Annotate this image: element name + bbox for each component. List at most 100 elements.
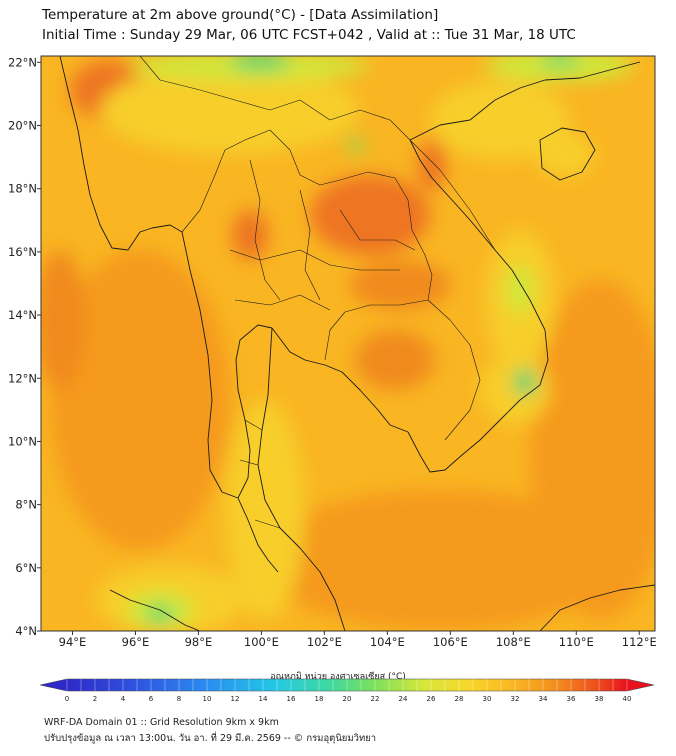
mild-zone-vietnam-north bbox=[430, 80, 570, 160]
lon-label: 106°E bbox=[433, 635, 468, 649]
colorbar-tick-label: 36 bbox=[567, 695, 576, 703]
lon-label: 102°E bbox=[307, 635, 342, 649]
warm-zone-east-sea bbox=[530, 280, 655, 620]
warm-zone-andaman bbox=[50, 250, 230, 550]
colorbar-ticks: 0 2 4 6 8 10 12 14 16 18 20 22 24 26 28 30 32 34 36 38 40 bbox=[65, 679, 632, 703]
mild-zone-vietnam-south bbox=[480, 355, 550, 425]
cool-zone-northeast-corner bbox=[485, 56, 635, 81]
colorbar-tick-label: 32 bbox=[511, 695, 520, 703]
colorbar-tick-label: 2 bbox=[93, 695, 97, 703]
coastline-peninsula-east bbox=[257, 327, 346, 631]
border-provinces-5 bbox=[234, 294, 331, 311]
temperature-map: 22°N 20°N 18°N 16°N 14°N 12°N 10°N 8°N 6°N 4°N 94… bbox=[8, 55, 657, 649]
coastline-hainan bbox=[539, 127, 596, 181]
lon-label: 96°E bbox=[122, 635, 150, 649]
border-provinces-4 bbox=[229, 249, 400, 271]
coastline-cambodia-south bbox=[407, 249, 549, 473]
hot-zone-isan-south bbox=[350, 260, 450, 310]
chart-subtitle: Initial Time : Sunday 29 Mar, 06 UTC FCS… bbox=[42, 27, 576, 43]
lon-label: 100°E bbox=[244, 635, 279, 649]
lat-label: 10°N bbox=[8, 434, 37, 448]
cold-zone-dalat bbox=[514, 369, 536, 395]
coastline-sumatra bbox=[109, 589, 201, 631]
border-provinces-1 bbox=[249, 159, 281, 301]
coastline-gulf-west bbox=[235, 324, 273, 499]
coastlines bbox=[59, 56, 655, 631]
colorbar-tick-label: 8 bbox=[177, 695, 181, 703]
lon-label: 104°E bbox=[370, 635, 405, 649]
hot-zone-northeast-thailand bbox=[310, 175, 430, 255]
mild-zone-hainan bbox=[535, 133, 595, 177]
colorbar-tick-label: 4 bbox=[121, 695, 126, 703]
cool-zone-vietnam-highlands bbox=[506, 265, 534, 315]
map-frame bbox=[40, 55, 656, 632]
colorbar-min-arrow bbox=[40, 679, 67, 691]
coastline-gulf-north bbox=[271, 327, 409, 433]
mild-zone-peninsula bbox=[225, 400, 305, 620]
colorbar-tick-label: 20 bbox=[343, 695, 352, 703]
colorbar-tick-label: 14 bbox=[259, 695, 268, 703]
lat-label: 16°N bbox=[8, 245, 37, 259]
border-peninsula-provinces bbox=[239, 419, 281, 529]
lat-label: 12°N bbox=[8, 371, 37, 385]
lon-label: 110°E bbox=[559, 635, 594, 649]
colorbar-tick-label: 0 bbox=[65, 695, 69, 703]
coastline-myanmar-west bbox=[59, 56, 239, 499]
colorbar-tick-label: 18 bbox=[315, 695, 324, 703]
lon-label: 94°E bbox=[59, 635, 87, 649]
lon-label: 98°E bbox=[185, 635, 213, 649]
colorbar-tick-label: 28 bbox=[455, 695, 464, 703]
mild-zone-north bbox=[100, 65, 360, 155]
colorbar-tick-label: 12 bbox=[231, 695, 240, 703]
lat-label: 8°N bbox=[15, 498, 37, 512]
colorbar-tick-label: 10 bbox=[203, 695, 212, 703]
colorbar-tick-label: 34 bbox=[539, 695, 548, 703]
border-thai-myanmar bbox=[181, 129, 341, 233]
cold-zone-north-mid bbox=[347, 137, 363, 153]
colorbar-tick-label: 30 bbox=[483, 695, 492, 703]
border-cambodia-vietnam bbox=[427, 299, 481, 441]
cold-zone-sumatra bbox=[146, 606, 174, 622]
temperature-field bbox=[41, 56, 655, 631]
lat-label: 14°N bbox=[8, 308, 37, 322]
coastline-borneo bbox=[539, 584, 655, 631]
chart-title: Temperature at 2m above ground(°C) - [Da… bbox=[42, 7, 439, 23]
lon-label: 112°E bbox=[622, 635, 657, 649]
longitude-axis: 94°E 96°E 98°E 100°E 102°E 104°E 106°E 108°E 110… bbox=[59, 631, 657, 649]
footer-update-info: ปรับปรุงข้อมูล ณ เวลา 13:00น. วัน อา. ที… bbox=[44, 733, 377, 744]
border-china bbox=[139, 56, 411, 141]
colorbar-tick-label: 22 bbox=[371, 695, 380, 703]
colorbar-tick-label: 16 bbox=[287, 695, 296, 703]
border-provinces-3 bbox=[339, 209, 416, 251]
border-provinces-2 bbox=[299, 189, 321, 301]
coastline-vietnam-central bbox=[409, 61, 641, 251]
colorbar-title: อุณหภูมิ หน่วย องศาเซลเซียส (°C) bbox=[270, 672, 406, 682]
lat-label: 6°N bbox=[15, 561, 37, 575]
cold-zone-china-border bbox=[540, 56, 580, 66]
latitude-axis: 22°N 20°N 18°N 16°N 14°N 12°N 10°N 8°N 6°N 4°N bbox=[8, 55, 41, 638]
colorbar-tick-label: 6 bbox=[149, 695, 154, 703]
border-thai-cambodia bbox=[324, 299, 429, 361]
warm-zone-south-sea bbox=[260, 490, 620, 630]
hot-zone-andaman-west bbox=[41, 250, 85, 390]
colorbar-tick-label: 26 bbox=[427, 695, 436, 703]
colorbar: 0 2 4 6 8 10 12 14 16 18 20 22 24 26 28 30 32 34 36 38 40 bbox=[39, 678, 655, 703]
coastline-peninsula-west bbox=[237, 497, 279, 573]
lon-label: 108°E bbox=[496, 635, 531, 649]
lat-label: 18°N bbox=[8, 182, 37, 196]
hot-zone-cambodia bbox=[355, 330, 435, 390]
footer-model-info: WRF-DA Domain 01 :: Grid Resolution 9km … bbox=[44, 717, 279, 728]
colorbar-tick-label: 24 bbox=[399, 695, 408, 703]
hot-zone-west-thailand bbox=[232, 210, 268, 260]
colorbar-tick-label: 38 bbox=[595, 695, 604, 703]
colorbar-max-arrow bbox=[627, 679, 654, 691]
border-laos-vietnam bbox=[409, 139, 496, 251]
lat-label: 22°N bbox=[8, 55, 37, 69]
colorbar-tick-label: 40 bbox=[623, 695, 632, 703]
lat-label: 4°N bbox=[15, 624, 37, 638]
border-mekong bbox=[339, 171, 433, 301]
cold-zone-north-top bbox=[230, 56, 290, 70]
hot-zone-laos-vietnam bbox=[418, 139, 446, 191]
admin-borders bbox=[139, 56, 496, 529]
lat-label: 20°N bbox=[8, 119, 37, 133]
